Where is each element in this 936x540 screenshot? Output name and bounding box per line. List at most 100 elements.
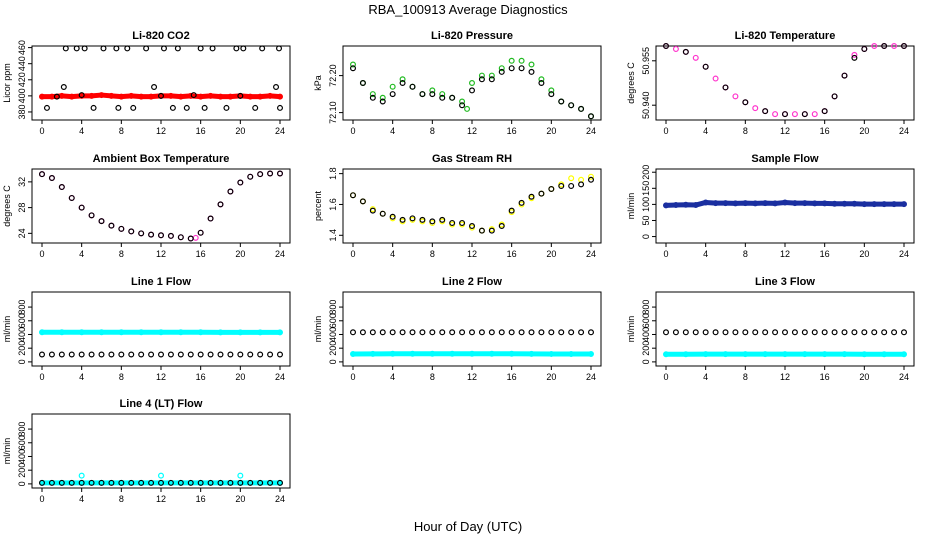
data-point bbox=[568, 175, 575, 182]
data-point bbox=[58, 479, 65, 486]
data-point bbox=[252, 104, 259, 111]
panel-line3: Line 3 Flow ml/min 0 4 8 12 16 20 24 0 20040060080… bbox=[626, 276, 915, 382]
data-point bbox=[108, 222, 115, 229]
panel-line4: Line 4 (LT) Flow ml/min 0 4 8 12 16 20 24 0 200400… bbox=[2, 398, 291, 504]
data-point bbox=[478, 72, 485, 79]
data-point bbox=[478, 227, 485, 234]
data-point bbox=[702, 63, 709, 70]
data-point bbox=[548, 87, 555, 94]
x-tick-label: 12 bbox=[467, 249, 477, 259]
data-point bbox=[78, 351, 85, 358]
panel-title: Ambient Box Temperature bbox=[93, 153, 230, 165]
y-tick-label: 150 bbox=[641, 181, 651, 196]
data-point bbox=[78, 472, 85, 479]
y-tick-label: 400 bbox=[17, 88, 27, 103]
data-point bbox=[190, 92, 197, 99]
data-point bbox=[488, 72, 495, 79]
x-tick-label: 16 bbox=[507, 249, 517, 259]
data-point bbox=[350, 61, 357, 68]
data-point bbox=[48, 175, 55, 182]
x-tick-label: 12 bbox=[156, 249, 166, 259]
data-point bbox=[712, 200, 719, 207]
data-point bbox=[662, 351, 669, 358]
data-point bbox=[128, 92, 135, 99]
data-point bbox=[861, 329, 868, 336]
data-point bbox=[587, 173, 594, 180]
x-tick-label: 16 bbox=[820, 126, 830, 136]
data-point bbox=[60, 84, 67, 91]
x-tick-label: 16 bbox=[820, 372, 830, 382]
data-point bbox=[811, 111, 818, 118]
data-point bbox=[113, 45, 120, 52]
y-axis-label: Licor ppm bbox=[2, 63, 12, 103]
x-tick-label: 8 bbox=[743, 372, 748, 382]
data-point bbox=[772, 200, 779, 207]
data-point bbox=[197, 351, 204, 358]
y-tick-label: 200 bbox=[17, 341, 27, 356]
series-0 bbox=[38, 479, 284, 486]
data-point bbox=[459, 329, 466, 336]
data-point bbox=[891, 42, 898, 49]
data-point bbox=[692, 54, 699, 61]
data-point bbox=[359, 329, 366, 336]
data-point bbox=[439, 91, 446, 98]
y-axis-label: ml/min bbox=[2, 438, 12, 465]
data-point bbox=[682, 201, 689, 208]
y-tick-label: 600 bbox=[17, 435, 27, 450]
data-point bbox=[881, 201, 888, 208]
data-point bbox=[389, 350, 396, 357]
y-tick-label: 1.8 bbox=[328, 167, 338, 180]
data-point bbox=[158, 329, 165, 336]
data-point bbox=[587, 176, 594, 183]
data-point bbox=[568, 182, 575, 189]
data-point bbox=[508, 207, 515, 214]
data-point bbox=[90, 104, 97, 111]
data-point bbox=[167, 479, 174, 486]
data-point bbox=[841, 351, 848, 358]
x-tick-label: 16 bbox=[196, 372, 206, 382]
data-point bbox=[702, 351, 709, 358]
x-tick-label: 16 bbox=[196, 126, 206, 136]
y-tick-label: 50.955 bbox=[641, 47, 651, 75]
x-tick-label: 4 bbox=[703, 126, 708, 136]
x-tick-label: 12 bbox=[467, 126, 477, 136]
data-point bbox=[148, 93, 155, 100]
y-tick-label: 0 bbox=[641, 359, 651, 364]
data-point bbox=[548, 91, 555, 98]
data-point bbox=[118, 329, 125, 336]
data-point bbox=[177, 234, 184, 241]
data-point bbox=[578, 105, 585, 112]
data-point bbox=[821, 351, 828, 358]
data-point bbox=[508, 350, 515, 357]
data-point bbox=[538, 190, 545, 197]
y-tick-label: 72.10 bbox=[328, 101, 338, 124]
data-point bbox=[881, 329, 888, 336]
data-point bbox=[379, 98, 386, 105]
series-1 bbox=[350, 65, 594, 120]
plot-frame bbox=[31, 413, 291, 489]
x-tick-label: 24 bbox=[275, 494, 285, 504]
data-point bbox=[237, 92, 244, 99]
data-point bbox=[237, 351, 244, 358]
data-point bbox=[183, 104, 190, 111]
data-point bbox=[399, 329, 406, 336]
data-point bbox=[558, 98, 565, 105]
y-tick-label: 0 bbox=[641, 234, 651, 239]
x-tick-label: 0 bbox=[39, 494, 44, 504]
data-point bbox=[469, 350, 476, 357]
data-point bbox=[174, 45, 181, 52]
data-point bbox=[379, 210, 386, 217]
x-tick-label: 24 bbox=[586, 126, 596, 136]
data-point bbox=[53, 93, 60, 100]
data-point bbox=[702, 199, 709, 206]
data-point bbox=[791, 200, 798, 207]
x-tick-label: 12 bbox=[156, 494, 166, 504]
x-tick-label: 12 bbox=[156, 126, 166, 136]
data-point bbox=[359, 198, 366, 205]
data-point bbox=[78, 329, 85, 336]
data-point bbox=[369, 94, 376, 101]
data-point bbox=[811, 329, 818, 336]
data-point bbox=[672, 202, 679, 209]
data-point bbox=[197, 45, 204, 52]
data-point bbox=[227, 351, 234, 358]
